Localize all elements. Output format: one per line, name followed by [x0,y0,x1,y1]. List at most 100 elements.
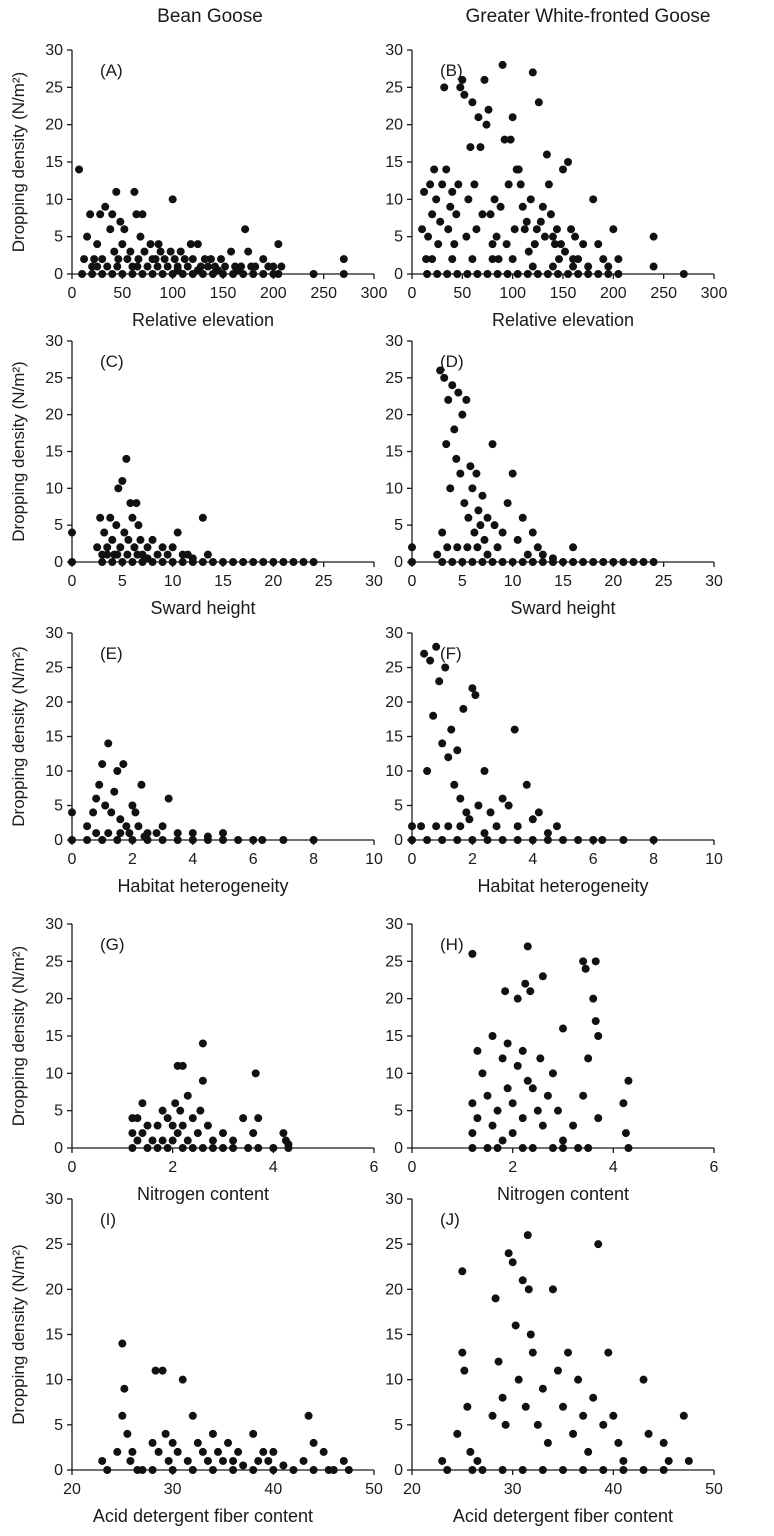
data-point-h [579,1091,588,1100]
data-point-h [579,957,588,966]
data-point-d [599,558,608,566]
data-point-d [458,410,467,419]
y-tick-label-i: 20 [45,1281,63,1298]
data-point-g [143,1121,152,1130]
data-point-a [106,225,115,234]
data-point-i [289,1466,298,1474]
data-point-c [148,535,157,544]
data-point-d [483,513,492,522]
data-point-c [173,528,182,537]
data-point-i [118,1411,127,1420]
data-point-g [198,1144,207,1152]
data-point-a [154,240,163,249]
data-point-c [153,550,162,559]
data-point-i [118,1339,127,1348]
data-point-i [148,1438,157,1447]
data-point-b [456,83,465,92]
x-tick-label-h: 2 [508,1159,517,1176]
y-tick-label-e: 25 [45,660,63,677]
x-tick-label-b: 100 [499,285,526,302]
data-point-h [483,1091,492,1100]
data-point-b [649,262,658,271]
y-tick-label-i: 25 [45,1236,63,1253]
data-point-i [249,1429,258,1438]
y-tick-label-e: 0 [54,832,63,849]
data-point-i [279,1461,288,1470]
data-point-b [569,262,578,271]
data-point-j [533,1420,542,1429]
data-point-j [619,1466,628,1474]
data-point-b [506,135,515,144]
data-point-h [538,1121,547,1130]
data-point-a [244,247,253,256]
y-tick-label-g: 20 [45,991,63,1008]
data-point-b [513,270,522,278]
panel-label-h: (H) [440,935,464,954]
data-point-c [208,558,217,566]
panel-label-b: (B) [440,61,463,80]
data-point-b [488,255,497,264]
data-point-b [502,240,511,249]
data-point-c [279,558,288,566]
column-title-bean-goose: Bean Goose [157,6,263,27]
y-tick-label-f: 20 [385,694,403,711]
data-point-g [158,1136,167,1145]
data-point-d [478,558,487,566]
y-tick-label-e: 30 [45,625,63,642]
data-point-i [164,1456,173,1465]
data-point-b [564,270,573,278]
data-point-c [132,499,141,508]
x-tick-label-j: 30 [504,1481,522,1498]
data-point-j [599,1466,608,1474]
y-tick-label-c: 15 [45,444,63,461]
data-point-d [513,535,522,544]
data-point-j [639,1375,648,1384]
data-point-d [438,558,447,566]
data-point-d [619,558,628,566]
data-point-h [513,994,522,1003]
data-point-i [178,1375,187,1384]
data-point-a [138,210,147,219]
data-point-a [118,270,127,278]
data-point-e [249,836,258,844]
x-tick-label-f: 2 [468,851,477,868]
data-point-h [526,987,535,996]
data-point-d [493,543,502,552]
x-axis-title-b: Relative elevation [492,310,634,330]
data-point-b [548,232,557,241]
data-point-a [200,255,209,264]
data-point-e [113,836,122,844]
data-point-j [599,1420,608,1429]
data-point-h [468,1144,477,1152]
data-point-g [203,1121,212,1130]
data-point-i [304,1411,313,1420]
data-point-b [478,210,487,219]
data-point-f [441,663,450,672]
data-point-b [564,158,573,166]
data-point-j [528,1348,537,1357]
data-point-f [474,801,483,810]
data-point-g [188,1144,197,1152]
data-point-a [186,240,195,249]
data-point-h [518,1144,527,1152]
data-point-a [249,270,258,278]
data-point-i [344,1466,353,1474]
x-tick-label-f: 4 [528,851,537,868]
data-point-f [459,704,468,713]
data-point-g [163,1144,172,1152]
data-point-e [158,822,167,831]
data-point-j [518,1466,527,1474]
data-point-h [501,987,510,996]
data-point-c [128,513,137,522]
data-point-e [158,836,167,844]
data-point-a [133,262,142,271]
data-point-b [530,240,539,249]
x-tick-label-e: 6 [249,851,258,868]
data-point-a [168,195,177,204]
data-point-j [614,1438,623,1447]
data-point-j [679,1411,688,1420]
data-point-h [528,1084,537,1093]
x-tick-label-d: 5 [458,573,467,590]
data-point-b [453,270,462,278]
